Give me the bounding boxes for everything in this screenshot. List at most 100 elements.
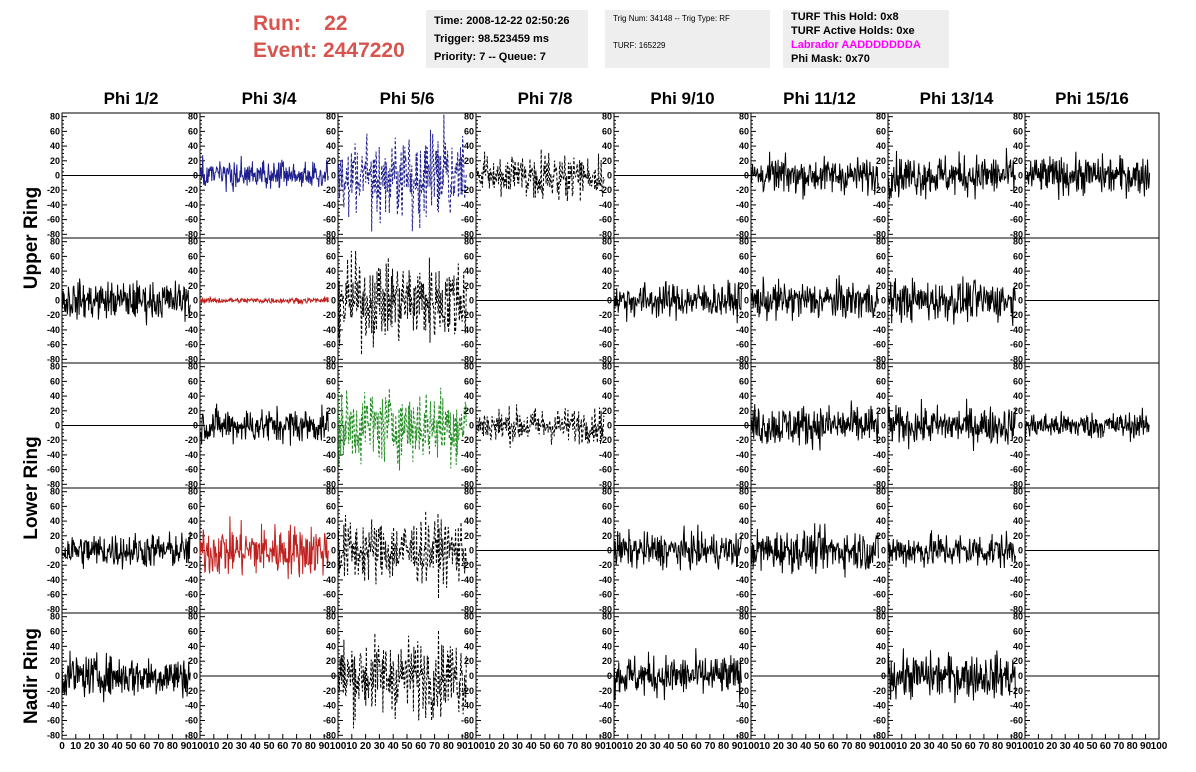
y-tick-label: -80 [599,354,612,364]
y-tick-label: -40 [461,450,474,460]
y-tick-label: 40 [464,516,474,526]
x-tick-label: 100 [1017,741,1034,752]
y-tick-label: 40 [876,266,886,276]
y-tick-label: -80 [461,730,474,740]
y-tick-label: 60 [464,627,474,637]
y-tick-label: 0 [55,546,60,556]
y-tick-label: -80 [873,354,886,364]
y-tick-label: 80 [50,362,60,372]
y-tick-label: 80 [464,362,474,372]
phi-column-label: Phi 13/14 [920,89,994,108]
waveform-trace [337,510,467,599]
y-tick-label: -60 [323,215,336,225]
y-tick-label: 20 [1013,531,1023,541]
x-tick-label: 10 [622,741,634,752]
x-tick-label: 50 [539,741,551,752]
y-tick-label: 60 [1013,126,1023,136]
y-tick-label: -60 [599,465,612,475]
y-tick-label: 20 [739,406,749,416]
y-tick-label: -60 [736,340,749,350]
y-tick-label: -80 [736,730,749,740]
event-row: Event: 2447220 [253,37,405,64]
x-tick-label: 30 [650,741,662,752]
x-tick-label: 30 [374,741,386,752]
y-tick-label: -60 [1010,465,1023,475]
y-tick-label: -40 [461,701,474,711]
y-tick-label: -40 [736,200,749,210]
y-tick-label: 60 [464,251,474,261]
y-tick-label: 60 [602,376,612,386]
y-tick-label: 20 [188,531,198,541]
x-tick-label: 90 [732,741,744,752]
y-tick-label: 40 [739,516,749,526]
x-tick-label: 30 [1060,741,1072,752]
y-tick-label: -40 [873,450,886,460]
y-tick-label: 0 [744,671,749,681]
y-tick-label: 40 [326,141,336,151]
y-tick-label: -60 [323,465,336,475]
y-tick-label: -40 [599,200,612,210]
y-tick-label: -40 [599,450,612,460]
x-tick-label: 90 [181,741,193,752]
y-tick-label: 0 [331,546,336,556]
y-tick-label: -40 [461,200,474,210]
y-tick-label: 60 [188,126,198,136]
y-tick-label: -40 [323,200,336,210]
waveform-trace [61,650,191,703]
y-tick-label: 0 [193,671,198,681]
y-tick-label: 60 [602,251,612,261]
run-value: 22 [324,12,348,35]
y-tick-label: 60 [464,501,474,511]
y-tick-label: 20 [50,406,60,416]
y-tick-label: 20 [602,406,612,416]
y-tick-label: 0 [331,171,336,181]
y-tick-label: 40 [1013,391,1023,401]
y-tick-label: 40 [50,266,60,276]
waveform-trace [337,250,467,355]
y-tick-label: 60 [326,627,336,637]
y-tick-label: 80 [1013,487,1023,497]
y-tick-label: 20 [739,281,749,291]
y-tick-label: 80 [464,112,474,122]
y-tick-label: 80 [739,112,749,122]
y-tick-label: -60 [461,215,474,225]
y-tick-label: 60 [739,501,749,511]
y-tick-label: -40 [323,450,336,460]
y-tick-label: -40 [873,701,886,711]
x-tick-label: 10 [346,741,358,752]
y-tick-label: 40 [739,266,749,276]
y-tick-label: -20 [873,560,886,570]
y-tick-label: 60 [188,501,198,511]
y-tick-label: 40 [326,391,336,401]
y-tick-label: 40 [739,641,749,651]
x-tick-label: 60 [965,741,977,752]
y-tick-label: 60 [876,376,886,386]
y-tick-label: 20 [326,281,336,291]
y-tick-label: 20 [326,156,336,166]
y-tick-label: -80 [461,354,474,364]
y-tick-label: 40 [188,516,198,526]
x-tick-label: 50 [401,741,413,752]
x-tick-label: 20 [636,741,648,752]
turf-info-box: TURF This Hold: 0x8 TURF Active Holds: 0… [783,10,949,68]
y-tick-label: -60 [47,590,60,600]
phi-column-label: Phi 9/10 [650,89,714,108]
x-tick-label: 40 [112,741,124,752]
y-tick-label: 20 [464,531,474,541]
phi-column-label: Phi 11/12 [783,89,856,108]
waveform-trace [613,524,742,571]
y-tick-label: 20 [1013,406,1023,416]
turf-text: TURF: 165229 [613,41,666,50]
y-tick-label: 80 [1013,362,1023,372]
y-tick-label: 0 [881,421,886,431]
x-tick-label: 60 [828,741,840,752]
y-tick-label: 0 [1018,171,1023,181]
x-tick-label: 10 [896,741,908,752]
x-tick-label: 20 [84,741,96,752]
y-tick-label: -20 [461,435,474,445]
y-tick-label: -20 [599,310,612,320]
y-tick-label: -40 [736,450,749,460]
x-tick-label: 90 [1140,741,1152,752]
time-text: Time: 2008-12-22 02:50:26 [434,15,570,27]
phi-column-label: Phi 1/2 [104,89,159,108]
